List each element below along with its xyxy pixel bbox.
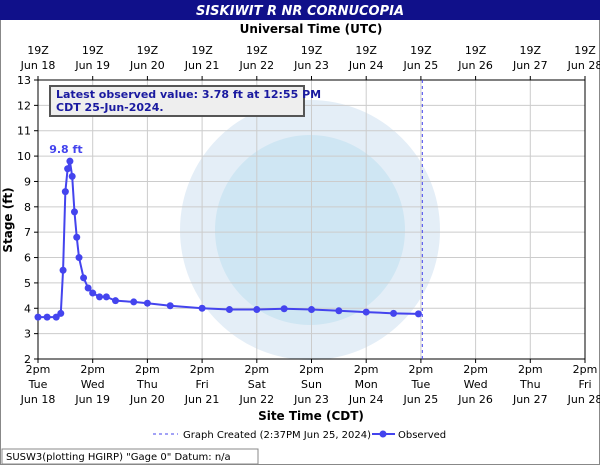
point <box>73 233 81 241</box>
title-bar <box>0 0 600 20</box>
point <box>111 297 119 305</box>
x2-tick-label: 19Z Jun 24 <box>348 44 384 72</box>
x2-tick-label: 19Z Jun 23 <box>294 44 329 72</box>
point <box>43 313 51 321</box>
y-tick-label: 8 <box>24 201 31 214</box>
y-tick-label: 4 <box>24 302 31 315</box>
x-tick-label: 2pm Thu Jun 27 <box>512 363 548 406</box>
y-tick-label: 6 <box>24 252 31 265</box>
point <box>89 289 97 297</box>
point <box>280 305 288 313</box>
x2-tick-label: 19Z Jun 25 <box>403 44 439 72</box>
x2-tick-label: 19Z Jun 28 <box>567 44 600 72</box>
chart-title: SISKIWIT R NR CORNUCOPIA <box>196 4 404 19</box>
point <box>253 306 261 314</box>
point <box>61 188 69 196</box>
x2-tick-label: 19Z Jun 21 <box>184 44 220 72</box>
x-tick-label: 2pm Wed Jun 19 <box>75 363 111 406</box>
point <box>390 309 398 317</box>
point <box>102 293 110 301</box>
point <box>143 299 151 307</box>
x2-tick-label: 19Z Jun 26 <box>458 44 493 72</box>
y-tick-label: 2 <box>24 353 31 366</box>
footer-box <box>1 448 259 465</box>
y-tick-label: 13 <box>17 74 31 87</box>
point <box>84 284 92 292</box>
y-axis-title: Stage (ft) <box>1 187 15 252</box>
point <box>96 293 104 301</box>
series-line <box>38 160 419 319</box>
legend-marker <box>379 430 387 438</box>
annotation-line: CDT 25-Jun-2024. <box>56 101 164 114</box>
x-tick-label: 2pm Wed Jun 26 <box>458 363 493 406</box>
x-tick-label: 2pm Thu Jun 20 <box>130 363 165 406</box>
x2-tick-label: 19Z Jun 27 <box>512 44 548 72</box>
y-tick-label: 7 <box>24 226 31 239</box>
peak-label: 9.8 ft <box>49 143 82 156</box>
x-tick-label: 2pm Sat Jun 22 <box>239 363 275 406</box>
x-tick-label: 2pm Tue Jun 25 <box>403 363 439 406</box>
y-tick-label: 3 <box>24 328 31 341</box>
annotation-box <box>49 85 305 117</box>
point <box>66 157 74 165</box>
point <box>225 306 233 314</box>
point <box>34 313 42 321</box>
point <box>130 298 138 306</box>
y-tick-label: 9 <box>24 175 31 188</box>
x-tick-label: 2pm Sun Jun 23 <box>294 363 329 406</box>
x2-tick-label: 19Z Jun 22 <box>239 44 275 72</box>
legend-label: Observed <box>398 430 446 441</box>
x-tick-label: 2pm Fri Jun 28 <box>567 363 600 406</box>
point <box>198 304 206 312</box>
point <box>59 266 67 274</box>
point <box>414 310 422 318</box>
point <box>75 254 83 262</box>
point <box>57 309 65 317</box>
point <box>166 302 174 310</box>
point <box>362 308 370 316</box>
x2-tick-label: 19Z Jun 19 <box>75 44 111 72</box>
x2-tick-label: 19Z Jun 18 <box>20 44 56 72</box>
y-tick-label: 10 <box>17 150 31 163</box>
point <box>70 208 78 216</box>
point <box>335 307 343 315</box>
annotation-line: Latest observed value: 3.78 ft at 12:55 … <box>56 88 321 101</box>
watermark-inner <box>215 135 405 325</box>
x2-axis-title: Universal Time (UTC) <box>240 22 383 36</box>
y-tick-label: 5 <box>24 277 31 290</box>
footer: SUSW3(plotting HGIRP) "Gage 0" Datum: n/… <box>6 452 231 463</box>
point <box>64 165 72 173</box>
legend-created: Graph Created (2:37PM Jun 25, 2024) <box>183 430 371 441</box>
x2-tick-label: 19Z Jun 20 <box>130 44 165 72</box>
point <box>68 172 76 180</box>
x-tick-label: 2pm Mon Jun 24 <box>348 363 384 406</box>
point <box>80 274 88 282</box>
x-axis-title: Site Time (CDT) <box>258 409 364 423</box>
y-tick-label: 12 <box>17 99 31 112</box>
y-tick-label: 11 <box>17 125 31 138</box>
point <box>308 306 315 314</box>
x-tick-label: 2pm Tue Jun 18 <box>20 363 56 406</box>
x-tick-label: 2pm Fri Jun 21 <box>184 363 220 406</box>
